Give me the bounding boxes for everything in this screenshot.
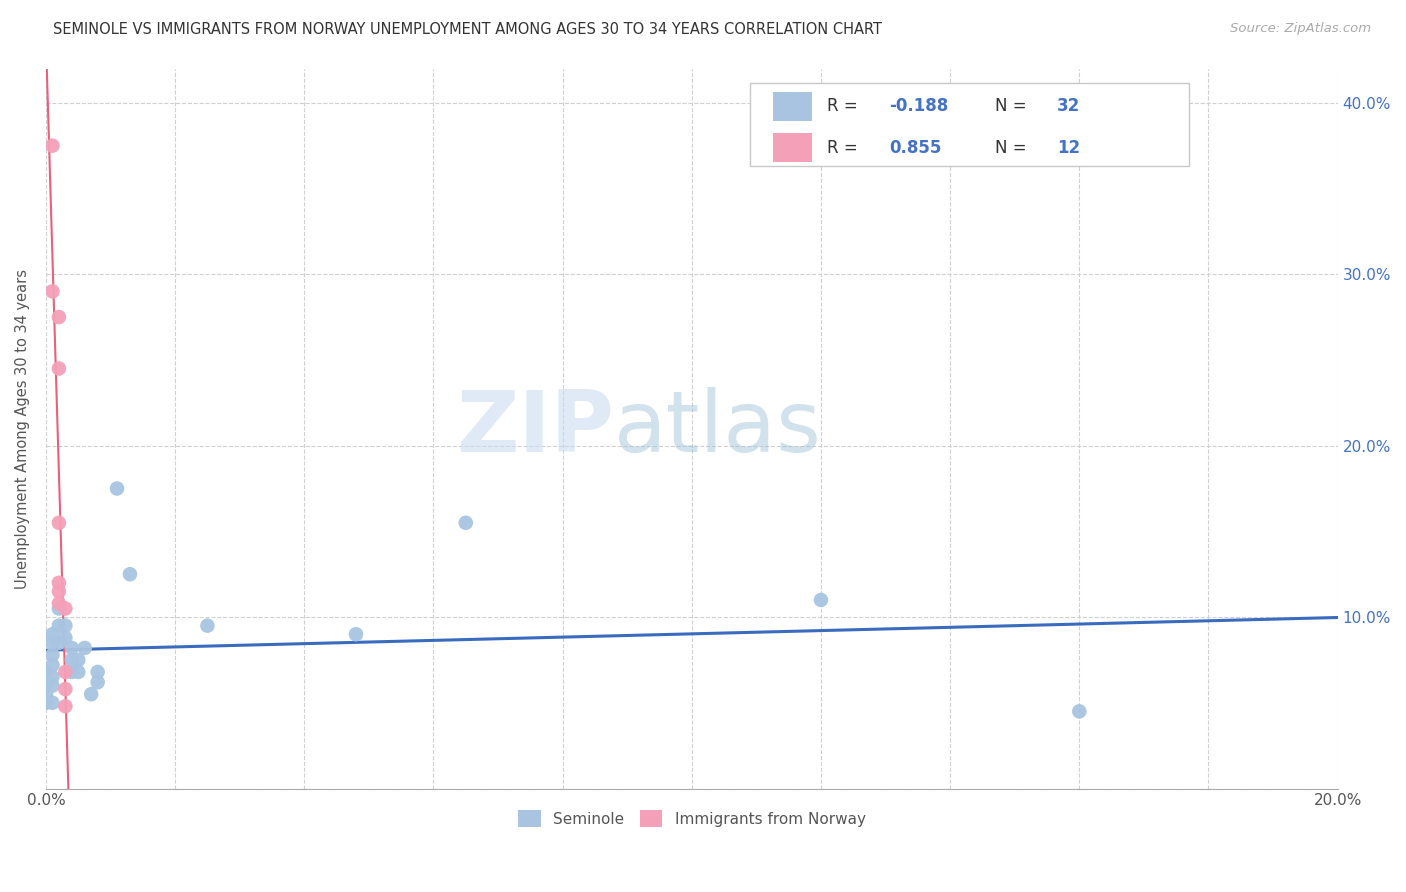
Point <box>118 567 141 582</box>
Text: atlas: atlas <box>614 387 823 470</box>
Bar <box>773 133 811 162</box>
Point <box>86 675 108 690</box>
Point <box>41 648 63 662</box>
Point <box>41 627 63 641</box>
Text: 0.855: 0.855 <box>890 138 942 156</box>
Text: R =: R = <box>827 138 863 156</box>
Text: 32: 32 <box>1057 97 1081 115</box>
Point <box>41 636 63 650</box>
Point <box>53 618 76 632</box>
Point <box>35 665 58 679</box>
Point <box>48 516 70 530</box>
Bar <box>773 92 811 120</box>
Text: SEMINOLE VS IMMIGRANTS FROM NORWAY UNEMPLOYMENT AMONG AGES 30 TO 34 YEARS CORREL: SEMINOLE VS IMMIGRANTS FROM NORWAY UNEMP… <box>53 22 883 37</box>
Point <box>67 665 90 679</box>
Point <box>35 687 58 701</box>
Point <box>344 627 367 641</box>
Point <box>53 631 76 645</box>
Point <box>86 665 108 679</box>
Text: -0.188: -0.188 <box>890 97 949 115</box>
Text: R =: R = <box>827 97 863 115</box>
Point <box>1069 705 1091 719</box>
Point <box>35 679 58 693</box>
Point <box>60 653 83 667</box>
Point <box>48 618 70 632</box>
Point <box>60 665 83 679</box>
FancyBboxPatch shape <box>749 83 1189 166</box>
Point <box>454 516 477 530</box>
Point <box>197 618 219 632</box>
Point <box>53 699 76 714</box>
Point <box>67 653 90 667</box>
Y-axis label: Unemployment Among Ages 30 to 34 years: Unemployment Among Ages 30 to 34 years <box>15 268 30 589</box>
Point <box>48 310 70 324</box>
Point <box>73 640 96 655</box>
Point <box>53 665 76 679</box>
Point <box>41 679 63 693</box>
Point <box>48 596 70 610</box>
Text: N =: N = <box>995 138 1032 156</box>
Point <box>41 658 63 673</box>
Point <box>48 601 70 615</box>
Text: Source: ZipAtlas.com: Source: ZipAtlas.com <box>1230 22 1371 36</box>
Point <box>41 285 63 299</box>
Point <box>41 670 63 684</box>
Point <box>60 640 83 655</box>
Point <box>53 682 76 697</box>
Legend: Seminole, Immigrants from Norway: Seminole, Immigrants from Norway <box>510 802 873 835</box>
Point <box>48 636 70 650</box>
Point <box>41 138 63 153</box>
Point <box>80 687 103 701</box>
Point <box>810 593 832 607</box>
Text: N =: N = <box>995 97 1032 115</box>
Point <box>48 361 70 376</box>
Point <box>41 696 63 710</box>
Point <box>48 584 70 599</box>
Point <box>53 601 76 615</box>
Text: ZIP: ZIP <box>457 387 614 470</box>
Point <box>35 696 58 710</box>
Text: 12: 12 <box>1057 138 1080 156</box>
Point <box>48 575 70 590</box>
Point <box>105 482 128 496</box>
